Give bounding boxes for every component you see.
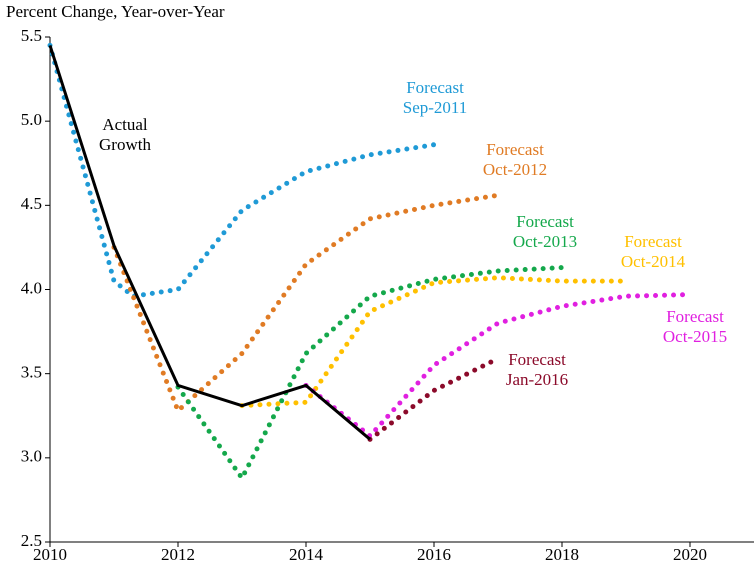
forecast-line [303, 292, 693, 440]
x-tick-label: 2016 [417, 545, 451, 564]
y-tick-label: 4.5 [21, 194, 42, 213]
series-label: Actual Growth [99, 115, 151, 154]
y-tick-label: 4.0 [21, 278, 42, 297]
forecast-line [367, 356, 501, 442]
y-tick-label: 2.5 [21, 531, 42, 550]
forecast-line [47, 42, 437, 299]
series-label: Forecast Oct-2015 [662, 307, 728, 346]
series-label: Forecast Jan-2016 [505, 350, 569, 389]
x-tick-label: 2014 [289, 545, 324, 564]
x-tick-label: 2012 [161, 545, 195, 564]
y-tick-label: 3.0 [21, 447, 42, 466]
y-axis-label: Percent Change, Year-over-Year [6, 2, 225, 21]
forecast-line [111, 192, 501, 415]
series-label: Forecast Oct-2014 [620, 232, 686, 271]
x-tick-label: 2020 [673, 545, 707, 564]
y-tick-label: 3.5 [21, 363, 42, 382]
forecast-line [175, 265, 565, 483]
series-label: Forecast Sep-2011 [402, 78, 468, 117]
actual-line [48, 44, 371, 441]
y-tick-label: 5.0 [21, 110, 42, 129]
y-tick-label: 5.5 [21, 26, 42, 45]
x-tick-label: 2018 [545, 545, 579, 564]
series-label: Forecast Oct-2013 [512, 212, 578, 251]
series-label: Forecast Oct-2012 [482, 140, 548, 179]
forecast-line [239, 275, 629, 409]
x-tick-label: 2010 [33, 545, 67, 564]
